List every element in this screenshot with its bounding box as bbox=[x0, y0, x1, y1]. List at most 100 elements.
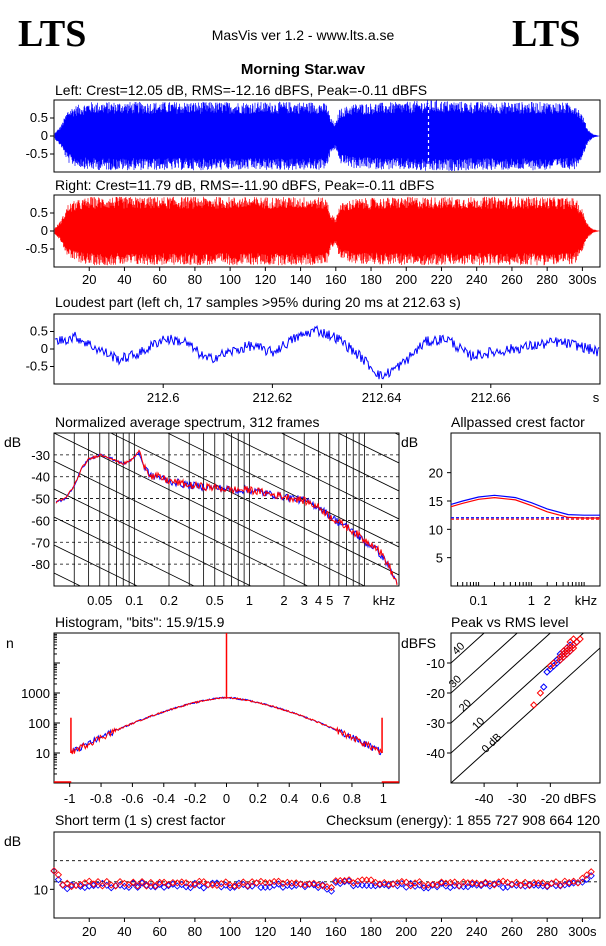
shortcrest-point-left bbox=[151, 883, 159, 891]
spectrum-title: Normalized average spectrum, 312 frames bbox=[55, 414, 320, 430]
left-waveform-ytick-label: 0.5 bbox=[30, 110, 48, 125]
shortcrest-point-right bbox=[200, 878, 208, 886]
shortcrest-point-right bbox=[530, 878, 538, 887]
spectrum-xtick-label: 0.5 bbox=[206, 593, 224, 608]
shortcrest-point-right bbox=[367, 876, 375, 884]
peakrms-point-left bbox=[543, 668, 551, 676]
loudest-ytick-label: 0.5 bbox=[30, 324, 48, 339]
spectrum-slope-lines bbox=[54, 433, 399, 586]
right-waveform-ytick-label: -0.5 bbox=[26, 241, 48, 256]
left-title: Left: Crest=12.05 dB, RMS=-12.16 dBFS, P… bbox=[55, 82, 427, 98]
peakrms-point-left bbox=[573, 638, 581, 646]
right-waveform-ytick-label: 0.5 bbox=[30, 205, 48, 220]
shortcrest-point-right bbox=[248, 878, 256, 886]
histogram-xtick-label: 0.4 bbox=[280, 791, 298, 806]
shortcrest-point-right bbox=[116, 878, 124, 886]
shortcrest-point-left bbox=[327, 887, 336, 895]
shortcrest-point-left bbox=[318, 881, 327, 889]
shortcrest-ytick-label: 10 bbox=[34, 882, 48, 897]
spectrum-xtick-label: 5 bbox=[326, 593, 333, 608]
allpass-title: Allpassed crest factor bbox=[451, 414, 585, 430]
right-waveform-xtick-label: 240 bbox=[466, 272, 488, 287]
right-waveform-xtick-label: 40 bbox=[117, 272, 131, 287]
shortcrest-point-right bbox=[239, 878, 247, 886]
histogram-ylabel: n bbox=[6, 635, 14, 651]
shortcrest-point-right bbox=[314, 881, 322, 889]
histogram-ytick-label: 10 bbox=[36, 746, 50, 761]
shortcrest-point-right bbox=[112, 882, 120, 890]
shortcrest-point-right bbox=[292, 879, 300, 887]
shortcrest-point-right bbox=[138, 878, 146, 886]
spectrum-slope-line bbox=[166, 433, 399, 548]
shortcrest-point-right bbox=[120, 879, 129, 888]
spectrum-xtick-label: 7 bbox=[343, 593, 350, 608]
shortcrest-xtick-label: 220 bbox=[431, 924, 453, 939]
shortcrest-point-right bbox=[244, 881, 252, 890]
right-waveform-xtick-label: 280 bbox=[536, 272, 558, 287]
right-waveform-xtick-label: 140 bbox=[290, 272, 312, 287]
shortcrest-point-right bbox=[89, 880, 98, 888]
shortcrest-xtick-label: 200 bbox=[395, 924, 417, 939]
peakrms-crest-label: 10 bbox=[470, 715, 487, 732]
spectrum-ytick-label: -60 bbox=[31, 513, 50, 528]
shortcrest-point-right bbox=[327, 883, 336, 892]
histogram-xtick-label: -0.6 bbox=[121, 791, 143, 806]
peakrms-crest-line bbox=[451, 633, 485, 664]
shortcrest-point-right bbox=[521, 878, 529, 887]
shortcrest-point-left bbox=[142, 881, 151, 889]
shortcrest-point-right bbox=[451, 878, 459, 886]
allpass-ytick-label: 10 bbox=[429, 522, 443, 537]
shortcrest-point-right bbox=[539, 879, 547, 887]
shortcrest-point-right bbox=[63, 879, 71, 887]
shortcrest-point-right bbox=[50, 867, 58, 875]
shortcrest-point-right bbox=[235, 881, 243, 890]
peakrms-point-left bbox=[540, 683, 548, 691]
shortcrest-point-right bbox=[169, 878, 177, 887]
shortcrest-point-right bbox=[274, 877, 283, 885]
allpass-xtick-label: 1 bbox=[528, 593, 535, 608]
shortcrest-ylabel: dB bbox=[4, 833, 21, 849]
right-waveform-xtick-label: 200 bbox=[395, 272, 417, 287]
shortcrest-point-right bbox=[371, 878, 380, 887]
peakrms-crest-label: 0 dB bbox=[480, 731, 504, 755]
peakrms-crest-label: 40 bbox=[450, 640, 467, 657]
shortcrest-point-right bbox=[552, 878, 560, 886]
shortcrest-point-right bbox=[490, 881, 498, 889]
peakrms-crest-label: 30 bbox=[447, 673, 464, 690]
shortcrest-point-right bbox=[208, 881, 217, 889]
histogram-curve-left bbox=[70, 696, 382, 756]
shortcrest-point-right bbox=[583, 871, 591, 879]
shortcrest-point-right bbox=[204, 881, 212, 889]
spectrum-xtick-label: 4 bbox=[315, 593, 322, 608]
shortcrest-point-right bbox=[195, 877, 203, 886]
shortcrest-xtick-label: 60 bbox=[152, 924, 166, 939]
shortcrest-point-right bbox=[429, 880, 437, 888]
peakrms-crest-label: 20 bbox=[457, 697, 474, 714]
shortcrest-point-right bbox=[94, 878, 102, 886]
spectrum-slope-line bbox=[54, 544, 139, 586]
histogram-xtick-label: 0.2 bbox=[249, 791, 267, 806]
peakrms-ytick-label: -40 bbox=[426, 746, 445, 761]
spectrum-xtick-label: 0.1 bbox=[125, 593, 143, 608]
shortcrest-point-left bbox=[129, 879, 137, 887]
app-title: MasVis ver 1.2 - www.lts.a.se bbox=[212, 27, 395, 43]
shortcrest-point-right bbox=[433, 881, 441, 889]
right-waveform-xtick-label: 80 bbox=[188, 272, 202, 287]
loudest-ytick-label: -0.5 bbox=[26, 359, 48, 374]
shortcrest-point-right bbox=[574, 879, 582, 887]
loudest-signal bbox=[54, 324, 600, 380]
peakrms-ylabel: dBFS bbox=[401, 635, 436, 651]
file-name: Morning Star.wav bbox=[241, 61, 366, 78]
shortcrest-xtick-label: 300s bbox=[568, 924, 597, 939]
right-waveform-xtick-label: 220 bbox=[431, 272, 453, 287]
allpass-ytick-label: 20 bbox=[429, 466, 443, 481]
shortcrest-point-right bbox=[191, 881, 199, 889]
spectrum-slope-line bbox=[280, 433, 399, 492]
shortcrest-point-left bbox=[442, 882, 450, 890]
shortcrest-point-right bbox=[486, 880, 494, 888]
right-waveform-xtick-label: 300s bbox=[568, 272, 597, 287]
right-waveform-xtick-label: 260 bbox=[501, 272, 523, 287]
allpass-ylabel: dB bbox=[401, 434, 418, 450]
loudest-xtick-label: 212.62 bbox=[253, 390, 293, 405]
